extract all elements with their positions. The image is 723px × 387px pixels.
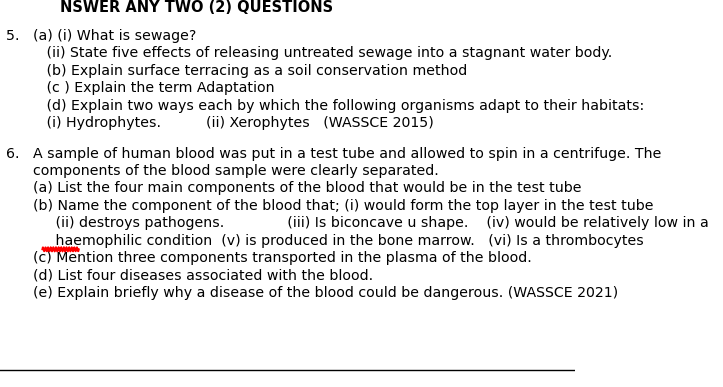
- Text: (c ) Explain the term Adaptation: (c ) Explain the term Adaptation: [6, 81, 274, 95]
- Text: NSWER ANY TWO (2) QUESTIONS: NSWER ANY TWO (2) QUESTIONS: [61, 0, 333, 15]
- Text: (c) Mention three components transported in the plasma of the blood.: (c) Mention three components transported…: [6, 251, 531, 265]
- Text: 6.   A sample of human blood was put in a test tube and allowed to spin in a cen: 6. A sample of human blood was put in a …: [6, 147, 661, 161]
- Text: (a) List the four main components of the blood that would be in the test tube: (a) List the four main components of the…: [6, 182, 581, 195]
- Text: components of the blood sample were clearly separated.: components of the blood sample were clea…: [6, 164, 439, 178]
- Text: (ii) destroys pathogens.              (iii) Is biconcave u shape.    (iv) would : (ii) destroys pathogens. (iii) Is biconc…: [6, 216, 709, 230]
- Text: (b) Name the component of the blood that; (i) would form the top layer in the te: (b) Name the component of the blood that…: [6, 199, 654, 213]
- Text: (i) Hydrophytes.          (ii) Xerophytes   (WASSCE 2015): (i) Hydrophytes. (ii) Xerophytes (WASSCE…: [6, 116, 434, 130]
- Text: 5.   (a) (i) What is sewage?: 5. (a) (i) What is sewage?: [6, 29, 196, 43]
- Text: haemophilic condition  (v) is produced in the bone marrow.   (vi) Is a thrombocy: haemophilic condition (v) is produced in…: [6, 234, 643, 248]
- Text: (ii) State five effects of releasing untreated sewage into a stagnant water body: (ii) State five effects of releasing unt…: [6, 46, 612, 60]
- Text: (d) List four diseases associated with the blood.: (d) List four diseases associated with t…: [6, 269, 373, 283]
- Text: (b) Explain surface terracing as a soil conservation method: (b) Explain surface terracing as a soil …: [6, 64, 467, 78]
- Text: (e) Explain briefly why a disease of the blood could be dangerous. (WASSCE 2021): (e) Explain briefly why a disease of the…: [6, 286, 618, 300]
- Text: (d) Explain two ways each by which the following organisms adapt to their habita: (d) Explain two ways each by which the f…: [6, 99, 644, 113]
